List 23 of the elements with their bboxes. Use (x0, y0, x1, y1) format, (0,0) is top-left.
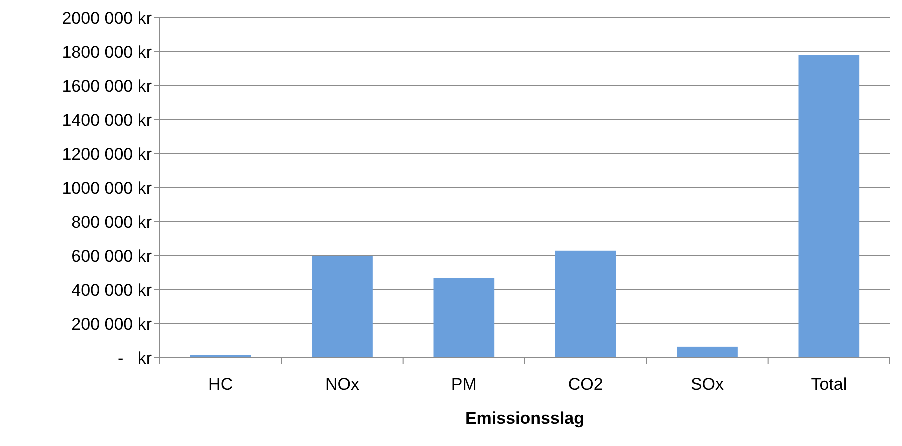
x-tick-label: NOx (326, 375, 360, 394)
bar (434, 278, 495, 358)
y-tick-label: 600 000 kr (72, 246, 152, 266)
x-tick-label: CO2 (568, 375, 604, 394)
y-tick-label: 800 000 kr (72, 212, 152, 232)
x-tick-label: PM (451, 375, 477, 394)
x-axis-title: Emissionsslag (465, 409, 585, 428)
bar (555, 250, 616, 358)
bar (312, 256, 373, 358)
y-tick-label: 2000 000 kr (62, 8, 152, 28)
y-tick-label: 200 000 kr (72, 314, 152, 334)
y-tick-label: 1200 000 kr (62, 144, 152, 164)
y-tick-label: 1400 000 kr (62, 110, 152, 130)
y-tick-label: 400 000 kr (72, 280, 152, 300)
y-tick-label: - kr (118, 348, 152, 368)
bar (677, 346, 738, 358)
x-tick-label: Total (811, 375, 848, 394)
x-tick-label: SOx (690, 375, 725, 394)
y-tick-label: 1600 000 kr (62, 76, 152, 96)
y-tick-label: 1800 000 kr (62, 42, 152, 62)
x-tick-label: HC (208, 375, 234, 394)
bar (798, 55, 860, 358)
y-tick-label: 1000 000 kr (62, 178, 152, 198)
